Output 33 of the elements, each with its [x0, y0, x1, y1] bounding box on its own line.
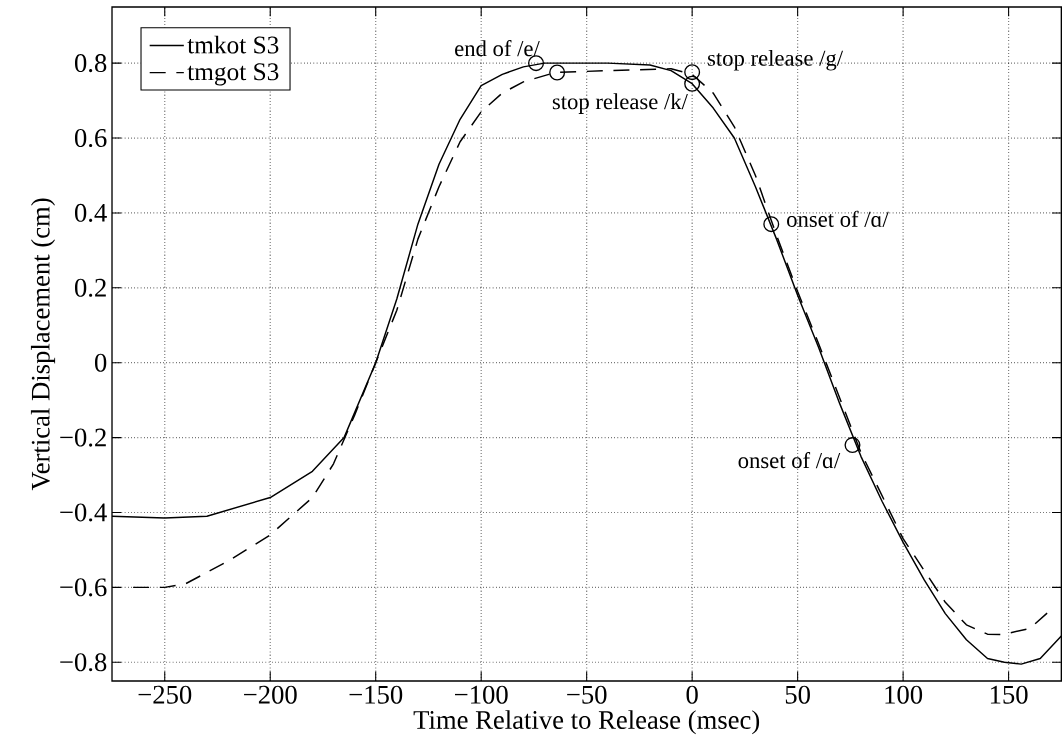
y-tick-label: −0.4: [60, 503, 107, 522]
legend-label: tmkot S3: [187, 35, 279, 54]
point: [763, 216, 780, 233]
x-tick-label: −150: [349, 685, 403, 704]
point: [684, 64, 701, 81]
x-tick-label: −200: [244, 685, 297, 704]
annotation: onset of /ɑ/: [787, 210, 889, 227]
y-tick-label: −0.2: [60, 428, 106, 447]
y-tick-label: −0.8: [60, 653, 107, 672]
annotation: onset of /ɑ/: [738, 452, 841, 469]
point: [528, 55, 545, 72]
point: [684, 75, 701, 92]
x-tick-label: 0: [686, 685, 698, 704]
x-tick-label: −50: [567, 685, 607, 704]
annotation: end of /e/: [455, 40, 540, 57]
y-tick-label: −0.6: [60, 578, 107, 597]
x-tick-label: 100: [885, 685, 923, 704]
y-axis-title: Vertical Displacement (cm): [30, 198, 56, 491]
point: [549, 64, 566, 81]
x-tick-label: −250: [138, 685, 192, 704]
annotation: stop release /g/: [708, 49, 844, 71]
y-tick-label: 0.6: [74, 128, 107, 148]
y-tick-label: 0.8: [74, 54, 107, 73]
y-tick-label: 0.4: [74, 203, 107, 222]
y-tick-label: 0: [94, 353, 107, 372]
x-tick-label: 150: [990, 685, 1028, 704]
point: [844, 437, 861, 454]
annotation: stop release /k/: [552, 93, 688, 114]
legend-label: tmgot S3: [187, 63, 279, 86]
x-tick-label: 50: [785, 685, 810, 704]
y-tick-label: 0.2: [74, 278, 106, 297]
x-tick-label: −100: [455, 685, 508, 704]
x-axis-title: Time Relative to Release (msec): [413, 710, 760, 735]
